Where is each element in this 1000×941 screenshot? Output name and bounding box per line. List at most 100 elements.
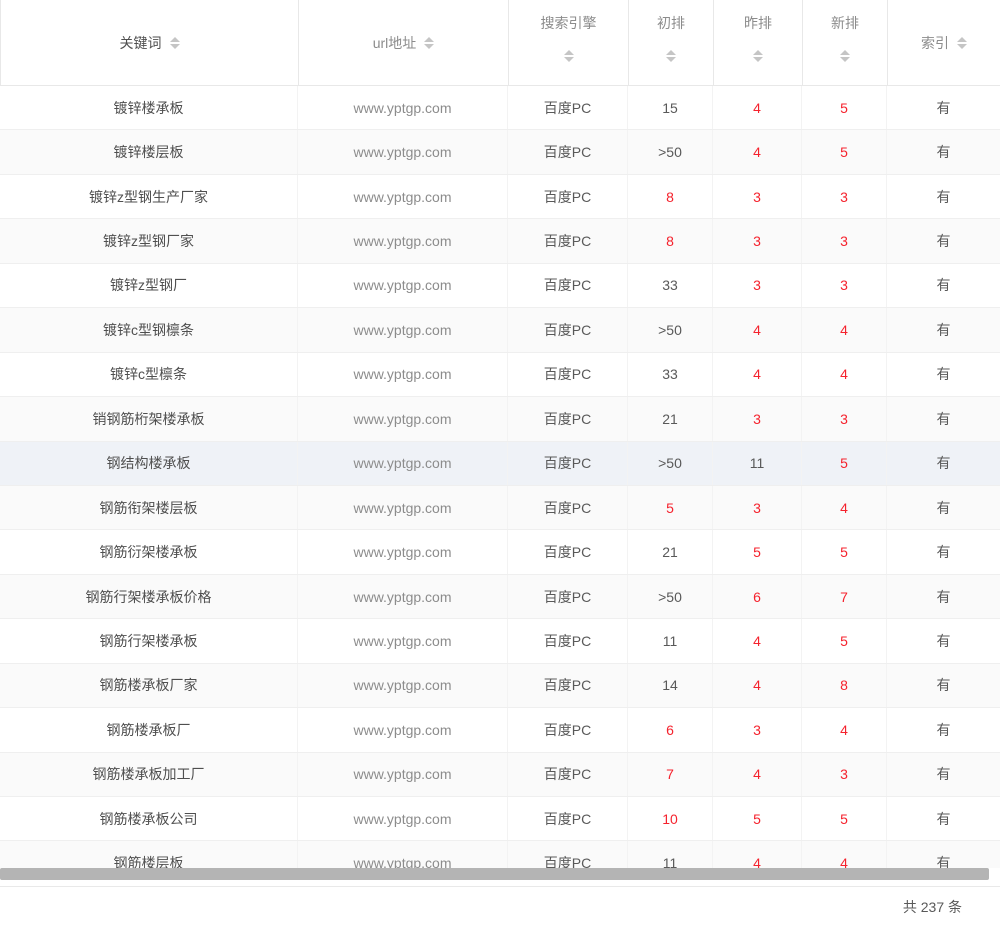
yesterday-rank-cell: 4 bbox=[713, 619, 802, 663]
init-rank-cell: >50 bbox=[628, 574, 713, 619]
keyword-cell: 钢筋衔架楼层板 bbox=[0, 485, 298, 530]
column-header-init-rank-label: 初排 bbox=[657, 15, 685, 31]
new-rank-cell: 4 bbox=[802, 708, 887, 752]
init-rank-cell: 11 bbox=[628, 841, 713, 868]
url-cell: www.yptgp.com bbox=[298, 130, 508, 174]
init-rank-cell: 10 bbox=[628, 797, 713, 841]
column-header-index-label: 索引 bbox=[921, 34, 949, 51]
index-cell: 有 bbox=[936, 632, 951, 649]
table-row[interactable]: 钢筋楼层板 www.yptgp.com 百度PC 11 4 4 有 bbox=[0, 841, 1000, 868]
sort-caret-icon[interactable] bbox=[840, 50, 850, 62]
yesterday-rank-cell: 6 bbox=[713, 574, 802, 619]
url-cell: www.yptgp.com bbox=[298, 174, 508, 219]
sort-caret-icon[interactable] bbox=[424, 36, 435, 49]
new-rank-cell: 8 bbox=[802, 663, 887, 708]
keyword-cell: 镀锌楼层板 bbox=[0, 130, 298, 174]
yesterday-rank-cell: 4 bbox=[713, 752, 802, 796]
sort-caret-icon[interactable] bbox=[169, 36, 180, 49]
horizontal-scrollbar[interactable] bbox=[0, 868, 1000, 881]
table-row[interactable]: 钢筋行架楼承板价格 www.yptgp.com 百度PC >50 6 7 有 bbox=[0, 574, 1000, 620]
keyword-cell: 钢筋行架楼承板价格 bbox=[0, 574, 298, 619]
column-header-keyword-label: 关键词 bbox=[119, 34, 162, 51]
table-row[interactable]: 镀锌楼承板 www.yptgp.com 百度PC 15 4 5 有 bbox=[0, 86, 1000, 131]
engine-cell: 百度PC bbox=[508, 130, 628, 174]
new-rank-cell: 5 bbox=[802, 797, 887, 841]
index-cell: 有 bbox=[936, 233, 951, 250]
table-row[interactable]: 钢筋衔架楼层板 www.yptgp.com 百度PC 5 3 4 有 bbox=[0, 485, 1000, 531]
index-cell: 有 bbox=[936, 321, 951, 338]
new-rank-cell: 3 bbox=[802, 397, 887, 441]
column-header-engine[interactable]: 搜索引擎 bbox=[509, 0, 629, 85]
index-cell: 有 bbox=[936, 855, 951, 868]
engine-cell: 百度PC bbox=[508, 441, 628, 485]
table-row[interactable]: 镀锌z型钢厂 www.yptgp.com 百度PC 33 3 3 有 bbox=[0, 263, 1000, 309]
yesterday-rank-cell: 4 bbox=[713, 352, 802, 397]
new-rank-cell: 5 bbox=[802, 86, 887, 130]
engine-cell: 百度PC bbox=[508, 219, 628, 263]
column-header-init-rank[interactable]: 初排 bbox=[629, 0, 714, 85]
sort-caret-icon[interactable] bbox=[753, 50, 763, 62]
table-row[interactable]: 钢筋楼承板厂家 www.yptgp.com 百度PC 14 4 8 有 bbox=[0, 663, 1000, 709]
table-row[interactable]: 镀锌楼层板 www.yptgp.com 百度PC >50 4 5 有 bbox=[0, 130, 1000, 175]
yesterday-rank-cell: 3 bbox=[713, 174, 802, 219]
column-header-new-rank[interactable]: 新排 bbox=[803, 0, 888, 85]
keyword-cell: 镀锌c型檩条 bbox=[0, 352, 298, 397]
init-rank-cell: 11 bbox=[628, 619, 713, 663]
yesterday-rank-cell: 5 bbox=[713, 530, 802, 574]
table-row[interactable]: 钢筋楼承板公司 www.yptgp.com 百度PC 10 5 5 有 bbox=[0, 797, 1000, 842]
url-cell: www.yptgp.com bbox=[298, 530, 508, 574]
column-header-yesterday-rank[interactable]: 昨排 bbox=[714, 0, 803, 85]
new-rank-cell: 7 bbox=[802, 574, 887, 619]
table-row[interactable]: 钢筋行架楼承板 www.yptgp.com 百度PC 11 4 5 有 bbox=[0, 619, 1000, 664]
column-header-new-rank-label: 新排 bbox=[831, 15, 859, 31]
table-row[interactable]: 销钢筋桁架楼承板 www.yptgp.com 百度PC 21 3 3 有 bbox=[0, 397, 1000, 442]
keyword-rank-table: 关键词 url地址 搜索引擎 初排 昨排 新排 索引 镀锌楼承板 www bbox=[0, 0, 1000, 868]
table-row[interactable]: 钢筋楼承板厂 www.yptgp.com 百度PC 6 3 4 有 bbox=[0, 708, 1000, 753]
init-rank-cell: 21 bbox=[628, 397, 713, 441]
column-header-url[interactable]: url地址 bbox=[299, 0, 509, 85]
engine-cell: 百度PC bbox=[508, 397, 628, 441]
yesterday-rank-cell: 4 bbox=[713, 86, 802, 130]
url-cell: www.yptgp.com bbox=[298, 219, 508, 263]
url-cell: www.yptgp.com bbox=[298, 397, 508, 441]
index-cell: 有 bbox=[936, 455, 951, 472]
new-rank-cell: 3 bbox=[802, 219, 887, 263]
engine-cell: 百度PC bbox=[508, 841, 628, 868]
column-header-url-label: url地址 bbox=[372, 34, 417, 51]
yesterday-rank-cell: 3 bbox=[713, 219, 802, 263]
index-cell: 有 bbox=[936, 544, 951, 561]
sort-caret-icon[interactable] bbox=[563, 50, 574, 62]
new-rank-cell: 5 bbox=[802, 130, 887, 174]
yesterday-rank-cell: 3 bbox=[713, 485, 802, 530]
keyword-cell: 钢筋楼层板 bbox=[0, 841, 298, 868]
engine-cell: 百度PC bbox=[508, 530, 628, 574]
column-header-engine-label: 搜索引擎 bbox=[540, 15, 597, 31]
table-row[interactable]: 钢结构楼承板 www.yptgp.com 百度PC >50 11 5 有 bbox=[0, 441, 1000, 486]
table-row[interactable]: 镀锌z型钢生产厂家 www.yptgp.com 百度PC 8 3 3 有 bbox=[0, 174, 1000, 220]
url-cell: www.yptgp.com bbox=[298, 352, 508, 397]
table-footer: 共 237 条 bbox=[0, 887, 1000, 917]
keyword-cell: 销钢筋桁架楼承板 bbox=[0, 397, 298, 441]
yesterday-rank-cell: 3 bbox=[713, 397, 802, 441]
sort-caret-icon[interactable] bbox=[957, 36, 967, 49]
url-cell: www.yptgp.com bbox=[298, 619, 508, 663]
keyword-cell: 镀锌c型钢檩条 bbox=[0, 308, 298, 352]
column-header-keyword[interactable]: 关键词 bbox=[1, 0, 299, 85]
new-rank-cell: 5 bbox=[802, 441, 887, 485]
keyword-cell: 钢筋楼承板厂 bbox=[0, 708, 298, 752]
column-header-index[interactable]: 索引 bbox=[888, 0, 1000, 85]
keyword-cell: 钢结构楼承板 bbox=[0, 441, 298, 485]
engine-cell: 百度PC bbox=[508, 574, 628, 619]
yesterday-rank-cell: 3 bbox=[713, 708, 802, 752]
table-bottom-divider bbox=[0, 886, 1000, 887]
table-row[interactable]: 钢筋衍架楼承板 www.yptgp.com 百度PC 21 5 5 有 bbox=[0, 530, 1000, 575]
table-row[interactable]: 镀锌c型钢檩条 www.yptgp.com 百度PC >50 4 4 有 bbox=[0, 308, 1000, 353]
table-row[interactable]: 钢筋楼承板加工厂 www.yptgp.com 百度PC 7 4 3 有 bbox=[0, 752, 1000, 797]
table-row[interactable]: 镀锌c型檩条 www.yptgp.com 百度PC 33 4 4 有 bbox=[0, 352, 1000, 398]
keyword-cell: 钢筋楼承板厂家 bbox=[0, 663, 298, 708]
sort-caret-icon[interactable] bbox=[666, 50, 676, 62]
engine-cell: 百度PC bbox=[508, 174, 628, 219]
index-cell: 有 bbox=[936, 410, 951, 427]
horizontal-scrollbar-thumb[interactable] bbox=[0, 868, 989, 880]
table-row[interactable]: 镀锌z型钢厂家 www.yptgp.com 百度PC 8 3 3 有 bbox=[0, 219, 1000, 264]
